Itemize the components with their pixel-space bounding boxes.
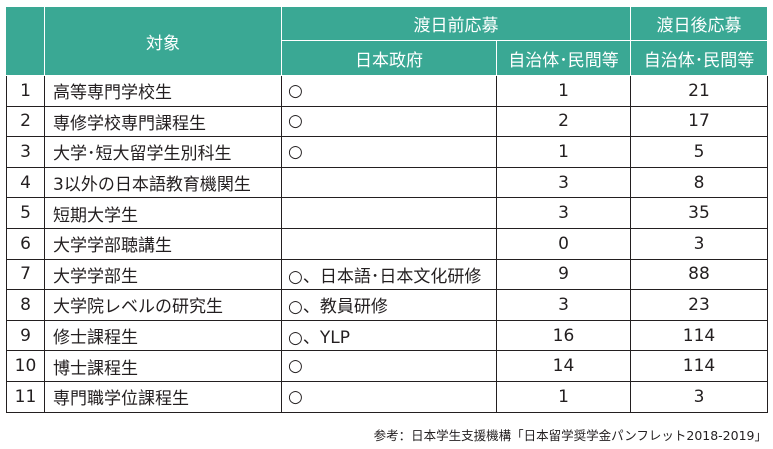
header-japan-gov: 日本政府 <box>281 40 497 76</box>
header-local-private-post: 自治体･民間等 <box>630 40 768 76</box>
header-number-blank <box>6 6 45 76</box>
row-target: 3以外の日本語教育機関生 <box>44 166 282 199</box>
row-japan-gov: ○ <box>281 75 497 107</box>
row-target: 大学学部生 <box>44 258 282 291</box>
row-japan-gov: ○、教員研修 <box>281 289 497 321</box>
row-japan-gov <box>281 227 497 260</box>
row-number: 9 <box>6 319 45 352</box>
table-row: 5 短期大学生 3 35 <box>6 197 768 229</box>
table-row: 9 修士課程生 ○、YLP 16 114 <box>6 319 768 352</box>
row-japan-gov: ○ <box>281 105 497 138</box>
header-post-arrival: 渡日後応募 <box>630 6 768 41</box>
header-target: 対象 <box>44 6 282 76</box>
header-local-private-pre: 自治体･民間等 <box>496 40 631 76</box>
row-japan-gov: ○ <box>281 136 497 168</box>
table-row: 2 専修学校専門課程生 ○ 2 17 <box>6 105 768 138</box>
row-post-count: 17 <box>630 105 768 138</box>
row-number: 10 <box>6 350 45 382</box>
row-target: 専門職学位課程生 <box>44 380 282 413</box>
table-row: 1 高等専門学校生 ○ 1 21 <box>6 75 768 107</box>
row-pre-count: 2 <box>496 105 631 138</box>
row-target: 大学院レベルの研究生 <box>44 289 282 321</box>
row-pre-count: 1 <box>496 136 631 168</box>
row-japan-gov <box>281 166 497 199</box>
row-target: 大学学部聴講生 <box>44 227 282 260</box>
header-row-sub: 日本政府 自治体･民間等 自治体･民間等 <box>7 40 768 76</box>
header-row-top: 対象 渡日前応募 渡日後応募 <box>6 6 768 76</box>
row-pre-count: 1 <box>496 380 631 413</box>
row-number: 3 <box>6 136 45 168</box>
row-post-count: 88 <box>630 258 768 291</box>
row-post-count: 5 <box>630 136 768 168</box>
row-post-count: 3 <box>630 227 768 260</box>
row-pre-count: 9 <box>496 258 631 291</box>
row-target: 大学･短大留学生別科生 <box>44 136 282 168</box>
source-footnote: 参考：日本学生支援機構「日本留学奨学金パンフレット2018-2019」 <box>373 428 767 443</box>
row-target: 短期大学生 <box>44 197 282 229</box>
row-post-count: 114 <box>630 350 768 382</box>
scholarship-table-container: 対象 渡日前応募 渡日後応募 日本政府 自治体･民間等 自治体･民間等 1 高等専… <box>6 6 768 413</box>
table-row: 10 博士課程生 ○ 14 114 <box>6 350 768 382</box>
row-post-count: 35 <box>630 197 768 229</box>
table-body: 1 高等専門学校生 ○ 1 21 2 専修学校専門課程生 ○ 2 17 3 大学･短大留学生別科生 ○ 1… <box>6 75 768 413</box>
row-post-count: 21 <box>630 75 768 107</box>
row-post-count: 3 <box>630 380 768 413</box>
row-number: 7 <box>6 258 45 291</box>
row-pre-count: 14 <box>496 350 631 382</box>
row-japan-gov: ○、日本語･日本文化研修 <box>281 258 497 291</box>
row-japan-gov: ○ <box>281 350 497 382</box>
row-target: 博士課程生 <box>44 350 282 382</box>
row-pre-count: 3 <box>496 289 631 321</box>
row-number: 6 <box>6 227 45 260</box>
header-pre-arrival: 渡日前応募 <box>281 6 631 41</box>
row-number: 8 <box>6 289 45 321</box>
row-pre-count: 1 <box>496 75 631 107</box>
row-number: 5 <box>6 197 45 229</box>
row-japan-gov <box>281 197 497 229</box>
row-post-count: 8 <box>630 166 768 199</box>
table-row: 4 3以外の日本語教育機関生 3 8 <box>6 166 768 199</box>
table-row: 11 専門職学位課程生 ○ 1 3 <box>6 380 768 413</box>
row-target: 修士課程生 <box>44 319 282 352</box>
row-japan-gov: ○ <box>281 380 497 413</box>
row-number: 1 <box>6 75 45 107</box>
row-number: 2 <box>6 105 45 138</box>
row-japan-gov: ○、YLP <box>281 319 497 352</box>
table-row: 7 大学学部生 ○、日本語･日本文化研修 9 88 <box>6 258 768 291</box>
row-post-count: 114 <box>630 319 768 352</box>
row-number: 11 <box>6 380 45 413</box>
row-target: 専修学校専門課程生 <box>44 105 282 138</box>
row-pre-count: 0 <box>496 227 631 260</box>
table-row: 6 大学学部聴講生 0 3 <box>6 227 768 260</box>
row-pre-count: 3 <box>496 197 631 229</box>
scholarship-table: 対象 渡日前応募 渡日後応募 日本政府 自治体･民間等 自治体･民間等 1 高等専… <box>6 6 768 413</box>
row-post-count: 23 <box>630 289 768 321</box>
row-target: 高等専門学校生 <box>44 75 282 107</box>
row-pre-count: 3 <box>496 166 631 199</box>
table-row: 3 大学･短大留学生別科生 ○ 1 5 <box>6 136 768 168</box>
table-row: 8 大学院レベルの研究生 ○、教員研修 3 23 <box>6 289 768 321</box>
row-pre-count: 16 <box>496 319 631 352</box>
row-number: 4 <box>6 166 45 199</box>
